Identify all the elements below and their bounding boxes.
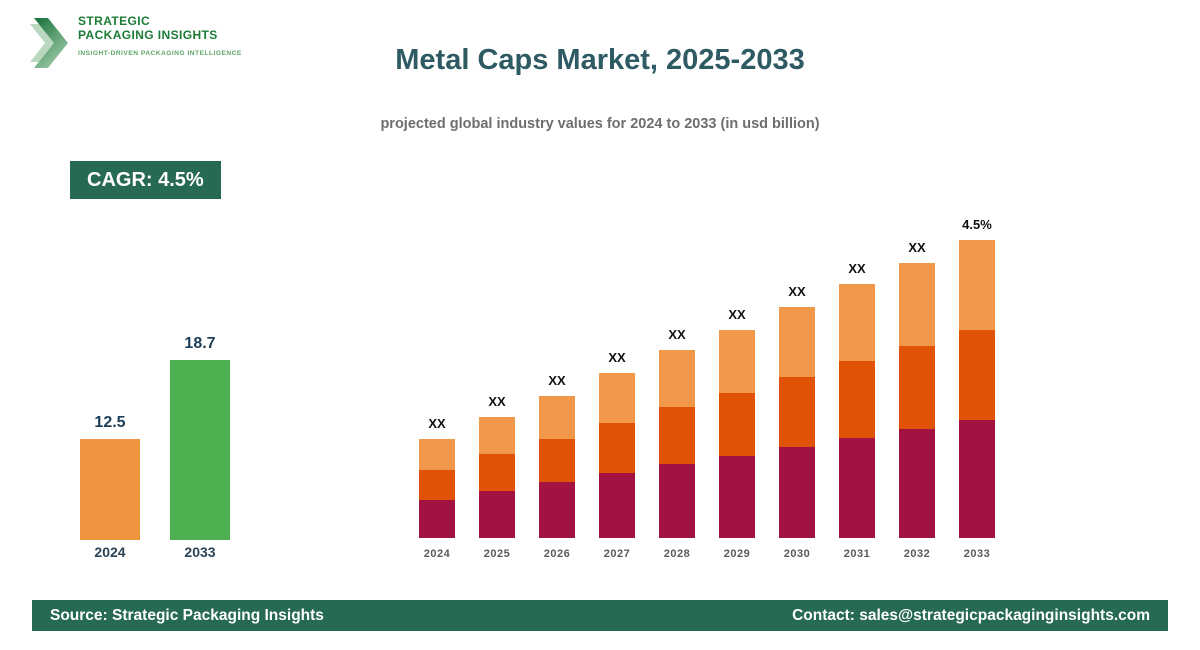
stacked-segment-bottom	[419, 500, 455, 538]
brand-logo: STRATEGIC PACKAGING INSIGHTS INSIGHT-DRI…	[30, 14, 242, 70]
stacked-segment-bottom	[539, 482, 575, 538]
footer-source-text: Source: Strategic Packaging Insights	[50, 606, 324, 624]
stacked-bar-group-2032: XX 2032	[899, 195, 935, 560]
stacked-bar-top-label: XX	[668, 327, 686, 342]
stacked-segment-middle	[899, 346, 935, 429]
stacked-bar-top-label: XX	[728, 307, 746, 322]
cagr-badge: CAGR: 4.5%	[70, 161, 221, 199]
stacked-bar-year-label: 2027	[603, 548, 631, 560]
stacked-segment-middle	[779, 377, 815, 447]
footer-bar: Source: Strategic Packaging Insights Con…	[32, 600, 1168, 631]
stacked-bar-year-label: 2025	[483, 548, 511, 560]
stacked-bar-group-2024: XX 2024	[419, 195, 455, 560]
stacked-bar-year-label: 2033	[963, 548, 991, 560]
mini-bar-value-label: 18.7	[184, 335, 216, 352]
stacked-bar-year-label: 2029	[723, 548, 751, 560]
stacked-segment-top	[959, 240, 995, 330]
stacked-segment-middle	[719, 393, 755, 456]
stacked-segment-bottom	[719, 456, 755, 538]
stacked-bar-group-2029: XX 2029	[719, 195, 755, 560]
stacked-bar-top-label: XX	[428, 416, 446, 431]
stacked-bar-year-label: 2026	[543, 548, 571, 560]
stacked-segment-middle	[479, 454, 515, 491]
stacked-bar-top-label: XX	[848, 261, 866, 276]
stacked-bar-year-label: 2031	[843, 548, 871, 560]
stacked-segment-top	[659, 350, 695, 407]
stacked-bar-group-2027: XX 2027	[599, 195, 635, 560]
stacked-segment-middle	[959, 330, 995, 420]
stacked-bar-group-2030: XX 2030	[779, 195, 815, 560]
stacked-segment-top	[599, 373, 635, 423]
brand-name-line2: PACKAGING INSIGHTS	[78, 28, 218, 42]
stacked-bar-top-label: XX	[788, 284, 806, 299]
stacked-segment-bottom	[599, 473, 635, 538]
stacked-bar-year-label: 2028	[663, 548, 691, 560]
stacked-bar-group-2031: XX 2031	[839, 195, 875, 560]
stacked-segment-top	[419, 439, 455, 470]
brand-tagline: INSIGHT-DRIVEN PACKAGING INTELLIGENCE	[78, 50, 242, 57]
mini-bar-value-label: 12.5	[94, 414, 126, 431]
stacked-bar-year-label: 2024	[423, 548, 451, 560]
stacked-segment-top	[779, 307, 815, 377]
stacked-bar-group-2033: 4.5% 2033	[959, 195, 995, 560]
mini-bar-2024	[80, 439, 140, 540]
stacked-segment-top	[479, 417, 515, 454]
stacked-bar-top-label: XX	[488, 394, 506, 409]
stacked-bar-year-label: 2030	[783, 548, 811, 560]
stacked-segment-top	[719, 330, 755, 393]
brand-name-line1: STRATEGIC	[78, 14, 151, 28]
stacked-segment-middle	[659, 407, 695, 464]
stacked-bar-top-label: XX	[608, 350, 626, 365]
stacked-bar-group-2028: XX 2028	[659, 195, 695, 560]
stacked-segment-middle	[539, 439, 575, 482]
mini-bar-year-label: 2033	[184, 544, 216, 560]
brand-logo-text: STRATEGIC PACKAGING INSIGHTS INSIGHT-DRI…	[78, 14, 242, 57]
stacked-segment-middle	[839, 361, 875, 438]
stacked-segment-bottom	[479, 491, 515, 538]
stacked-segment-bottom	[839, 438, 875, 538]
stacked-segment-top	[899, 263, 935, 346]
stacked-segment-bottom	[899, 429, 935, 538]
page-title: Metal Caps Market, 2025-2033	[395, 44, 805, 76]
stacked-bar-top-label: XX	[908, 240, 926, 255]
mini-bar-group-2033: 18.7 2033	[170, 330, 230, 560]
stacked-segment-middle	[599, 423, 635, 473]
page-subtitle: projected global industry values for 202…	[380, 116, 820, 132]
mini-bar-group-2024: 12.5 2024	[80, 330, 140, 560]
mini-bar-2033	[170, 360, 230, 540]
stacked-segment-top	[539, 396, 575, 439]
stacked-bar-top-label: XX	[548, 373, 566, 388]
stacked-segment-bottom	[779, 447, 815, 538]
stacked-bar-group-2025: XX 2025	[479, 195, 515, 560]
stacked-segment-middle	[419, 470, 455, 500]
brand-chevron-icon	[30, 18, 68, 68]
footer-contact-text: Contact: sales@strategicpackaginginsight…	[792, 606, 1150, 624]
stacked-segment-bottom	[659, 464, 695, 538]
stacked-segment-bottom	[959, 420, 995, 538]
stacked-bar-group-2026: XX 2026	[539, 195, 575, 560]
stacked-bar-year-label: 2032	[903, 548, 931, 560]
stacked-bar-top-label: 4.5%	[962, 217, 992, 232]
summary-comparison-chart: 12.5 2024 18.7 2033	[80, 330, 230, 560]
stacked-segment-top	[839, 284, 875, 361]
projection-stacked-chart: XX 2024 XX 2025 XX 2026 XX 2027 XX 2028 XX 2029 XX 20…	[419, 195, 996, 560]
mini-bar-year-label: 2024	[94, 544, 126, 560]
